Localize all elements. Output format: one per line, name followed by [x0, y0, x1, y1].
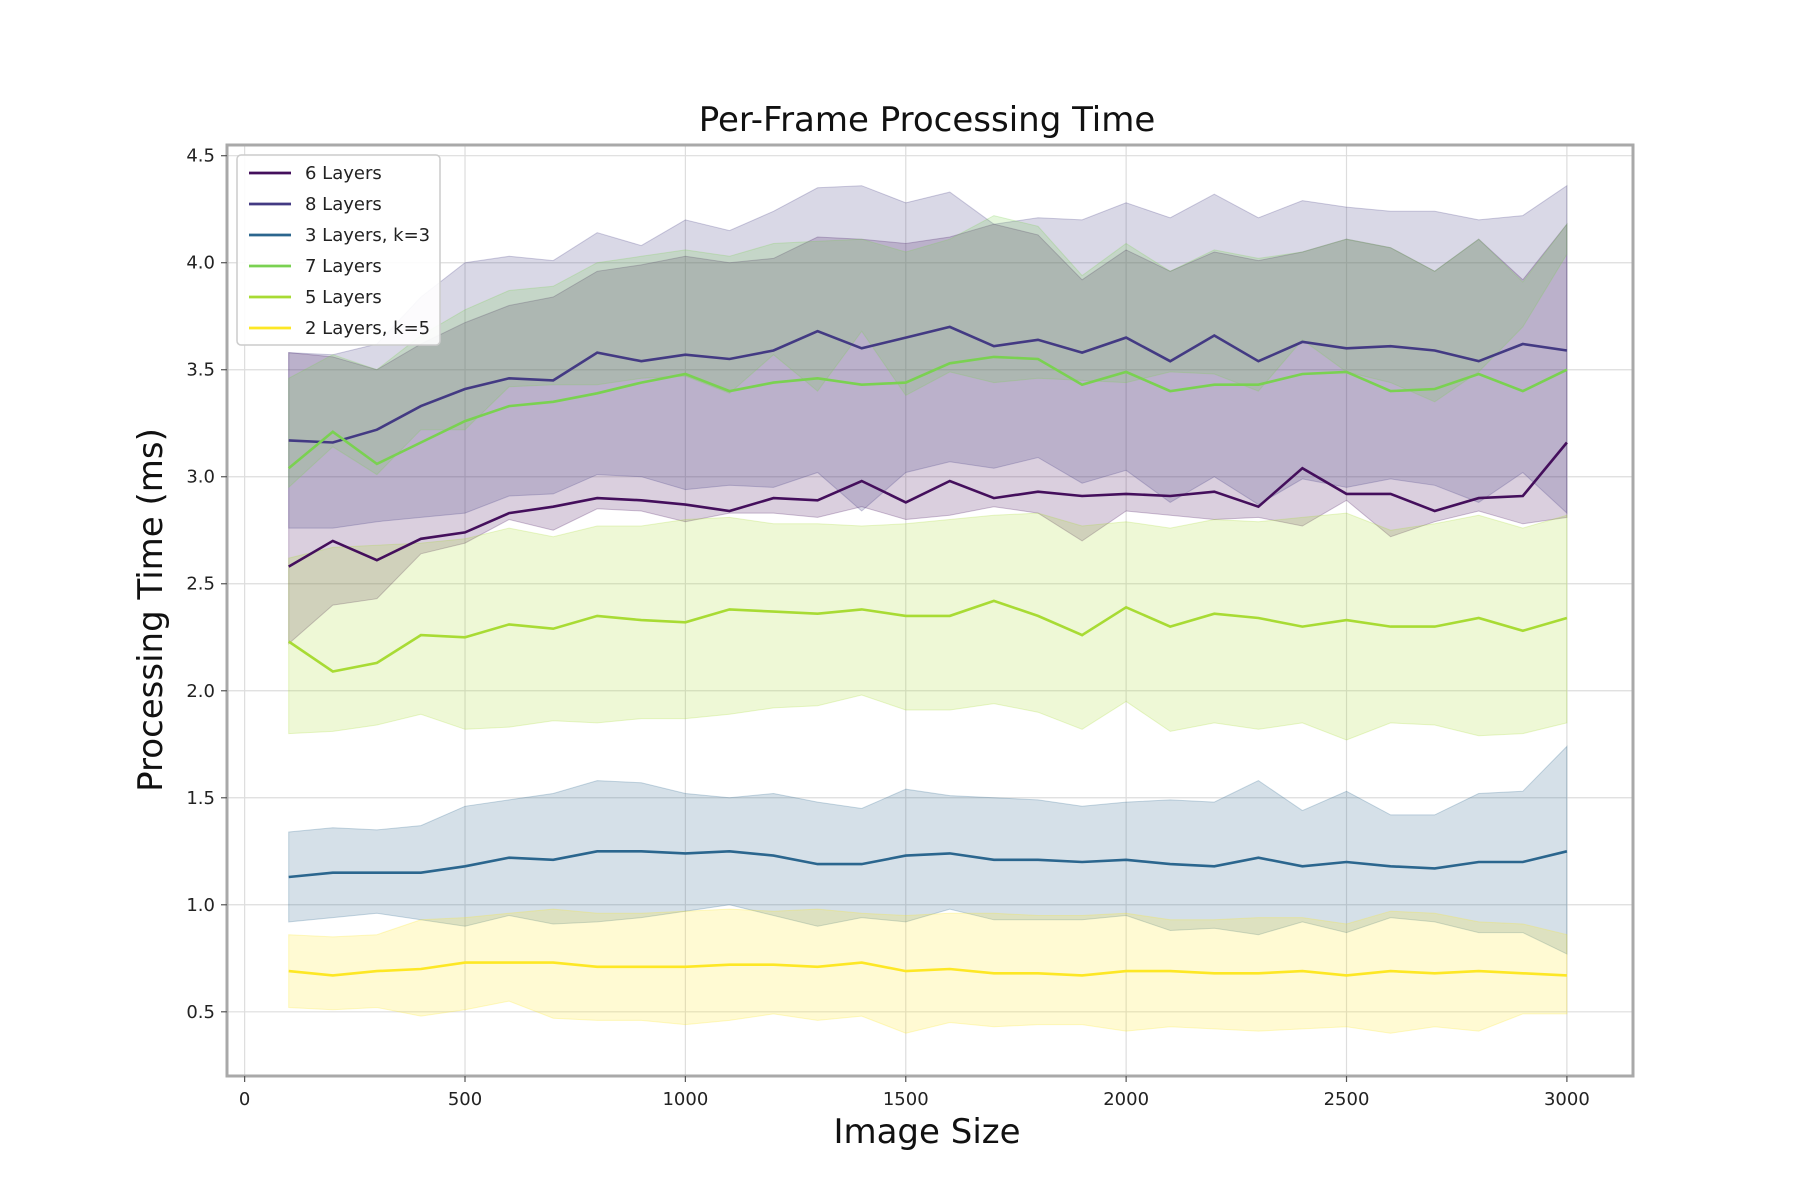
legend-label-2-layers-k-5: 2 Layers, k=5 — [305, 318, 430, 339]
legend-label-3-layers-k-3: 3 Layers, k=3 — [305, 225, 430, 246]
legend: 6 Layers 8 Layers 3 Layers, k=3 7 Layers 5 L… — [236, 154, 441, 346]
x-tick-label: 500 — [448, 1089, 482, 1110]
chart-title: Per-Frame Processing Time — [699, 100, 1156, 140]
grid-layer — [227, 145, 1633, 1076]
legend-label-8-layers: 8 Layers — [305, 194, 382, 215]
plot-frame — [225, 143, 1635, 1078]
band-layer — [288, 184, 1568, 1034]
x-tick-label: 2500 — [1324, 1089, 1370, 1110]
y-axis-title: Processing Time (ms) — [131, 428, 171, 792]
legend-label-5-layers: 5 Layers — [305, 287, 382, 308]
y-tick-label: 1.5 — [186, 788, 215, 809]
x-tick-label: 1500 — [883, 1089, 929, 1110]
y-tick-label: 2.5 — [186, 574, 215, 595]
y-tick-label: 1.0 — [186, 895, 215, 916]
line-2-layers-k-5 — [288, 961, 1567, 977]
line-3-layers-k-3 — [288, 849, 1568, 879]
tick-layer: 0 500 1000 1500 2000 2500 3000 0.5 1.0 1.5 2.0 2.5 3… — [186, 146, 1589, 1110]
line-layer — [287, 325, 1568, 977]
y-tick-label: 2.0 — [186, 681, 215, 702]
band-3-layers-k-3 — [288, 745, 1568, 955]
x-tick-label: 1000 — [662, 1089, 708, 1110]
legend-label-6-layers: 6 Layers — [305, 163, 382, 184]
y-tick-label: 4.5 — [186, 146, 215, 167]
y-tick-label: 0.5 — [186, 1002, 215, 1023]
y-tick-label: 3.5 — [186, 360, 215, 381]
legend-items: 6 Layers 8 Layers 3 Layers, k=3 7 Layers 5 L… — [249, 163, 430, 339]
y-tick-label: 3.0 — [186, 467, 215, 488]
band-8-layers — [288, 184, 1568, 529]
x-tick-label: 0 — [239, 1089, 250, 1110]
band-7-layers — [288, 215, 1568, 489]
band-5-layers — [288, 512, 1568, 741]
line-8-layers — [288, 325, 1568, 444]
line-7-layers — [287, 355, 1568, 470]
y-tick-label: 4.0 — [186, 253, 215, 274]
x-tick-label: 3000 — [1544, 1089, 1590, 1110]
line-6-layers — [288, 441, 1568, 568]
line-5-layers — [287, 599, 1568, 673]
x-tick-label: 2000 — [1103, 1089, 1149, 1110]
legend-label-7-layers: 7 Layers — [305, 256, 382, 277]
x-axis-title: Image Size — [833, 1112, 1020, 1152]
band-6-layers — [288, 222, 1568, 645]
